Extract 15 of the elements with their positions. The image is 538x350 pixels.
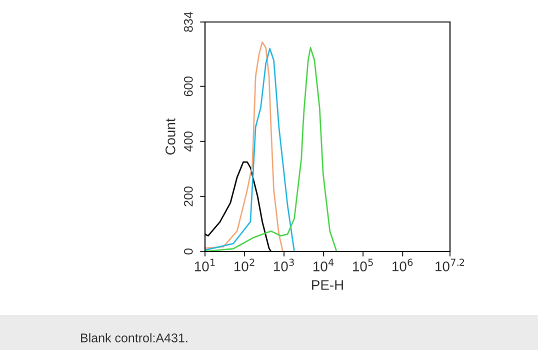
x-tick-label: 10$^{6}$	[392, 258, 413, 272]
x-tick-label: 10$^{3}$	[274, 258, 294, 272]
y-axis-title: Count	[165, 118, 176, 155]
y-tick-label: 600	[184, 76, 193, 96]
text: Blank control:A431.	[81, 333, 188, 342]
y-tick-label: 0	[184, 248, 193, 254]
x-tick-label: 10$^{2}$	[234, 258, 254, 272]
y-tick-label: 834	[184, 12, 193, 32]
x-tick-label: 10$^{5}$	[353, 258, 373, 272]
y-tick-label: 200	[184, 186, 193, 206]
x-tick-label: 10$^{7.2}$	[436, 258, 464, 272]
x-tick-label: 10$^{4}$	[313, 258, 334, 272]
x-axis-title: PE-H	[312, 280, 343, 290]
x-tick-label: 10$^{1}$	[194, 258, 215, 272]
y-tick-label: 400	[184, 131, 193, 152]
